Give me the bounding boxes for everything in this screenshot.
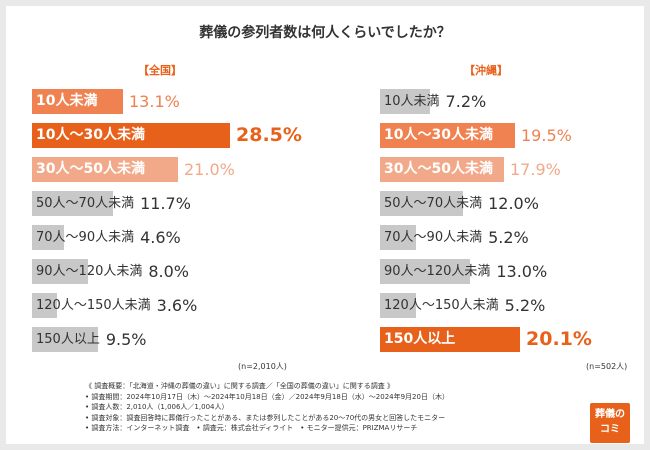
right-bar-label: 150人以上 xyxy=(384,331,456,347)
left-bar-value: 11.7% xyxy=(140,194,191,213)
note-line: • 調査対象：調査回答時に葬儀行ったことがある、または参列したことがある20〜7… xyxy=(85,413,446,422)
note-line: 《 調査概要：「北海道・沖縄の葬儀の違い」に関する調査／「全国の葬儀の違い」に関… xyxy=(85,382,394,390)
right-bar-value: 7.2% xyxy=(445,92,487,111)
right-bar-value: 17.9% xyxy=(510,160,561,179)
left-bar-label: 90人〜120人未満 xyxy=(36,264,143,279)
left-bar-label: 10人未満 xyxy=(36,93,98,109)
right-bar-label: 10人未満 xyxy=(384,94,440,109)
left-bar xyxy=(32,327,98,352)
right-bar-value: 19.5% xyxy=(521,126,572,145)
right-bar-value: 20.1% xyxy=(526,328,592,350)
right-bar xyxy=(380,225,416,250)
right-bar xyxy=(380,293,416,318)
left-bar-label: 70人〜90人未満 xyxy=(36,230,135,245)
survey-notes: 《 調査概要：「北海道・沖縄の葬儀の違い」に関する調査／「全国の葬儀の違い」に関… xyxy=(85,381,449,434)
logo-line1: 葬儀の xyxy=(595,409,625,420)
note-line: • 調査方法：インターネット調査 • 調査元：株式会社ディライト • モニター提… xyxy=(85,424,418,432)
right-bar-label: 70人〜90人未満 xyxy=(384,230,483,245)
left-panel-label: 【全国】 xyxy=(138,64,182,77)
right-bar xyxy=(380,89,430,114)
right-sample-size: (n=502人) xyxy=(586,362,628,371)
left-bar xyxy=(32,191,113,216)
right-bar xyxy=(380,157,504,182)
right-bar-label: 120人〜150人未満 xyxy=(384,298,499,313)
left-sample-size: (n=2,010人) xyxy=(238,362,287,371)
right-bar-label: 50人〜70人未満 xyxy=(384,196,483,211)
left-bar xyxy=(32,225,64,250)
left-bar xyxy=(32,293,57,318)
brand-logo: 葬儀の コミ xyxy=(590,403,630,443)
right-bar xyxy=(380,191,463,216)
left-bar-label: 120人〜150人未満 xyxy=(36,298,151,313)
right-bar-label: 90人〜120人未満 xyxy=(384,264,491,279)
right-panel-label: 【沖縄】 xyxy=(464,64,508,77)
left-bar-label: 10人〜30人未満 xyxy=(36,127,145,143)
right-bar xyxy=(380,327,520,352)
left-bar-value: 13.1% xyxy=(129,92,180,111)
left-bar xyxy=(32,157,178,182)
left-bar-value: 4.6% xyxy=(140,228,181,247)
right-bar-label: 10人〜30人未満 xyxy=(384,127,493,143)
chart-title: 葬儀の参列者数は何人くらいでしたか？ xyxy=(199,25,451,41)
left-bar-label: 30人〜50人未満 xyxy=(36,161,145,177)
left-bar-value: 28.5% xyxy=(236,124,302,146)
note-line: • 調査人数：2,010人（1,006人／1,004人） xyxy=(85,403,229,411)
right-bar-value: 5.2% xyxy=(488,228,529,247)
note-line: • 調査期間：2024年10月17日（木）〜2024年10月18日（金）／202… xyxy=(85,392,449,401)
left-bar xyxy=(32,259,88,284)
right-bar-value: 5.2% xyxy=(504,296,546,315)
left-bar xyxy=(32,123,230,148)
left-bar-value: 21.0% xyxy=(184,160,235,179)
right-bar xyxy=(380,259,470,284)
right-bar-value: 12.0% xyxy=(488,194,539,213)
left-bar-label: 50人〜70人未満 xyxy=(36,196,135,211)
right-bar xyxy=(380,123,515,148)
right-bar-value: 13.0% xyxy=(496,262,548,281)
left-bar-value: 8.0% xyxy=(148,262,190,281)
left-bar-label: 150人以上 xyxy=(36,332,100,347)
left-bar-value: 3.6% xyxy=(156,296,198,315)
chart-card xyxy=(6,6,644,444)
left-bar xyxy=(32,89,123,114)
left-bar-value: 9.5% xyxy=(105,330,147,349)
logo-line2: コミ xyxy=(600,424,620,435)
right-bar-label: 30人〜50人未満 xyxy=(384,161,493,177)
